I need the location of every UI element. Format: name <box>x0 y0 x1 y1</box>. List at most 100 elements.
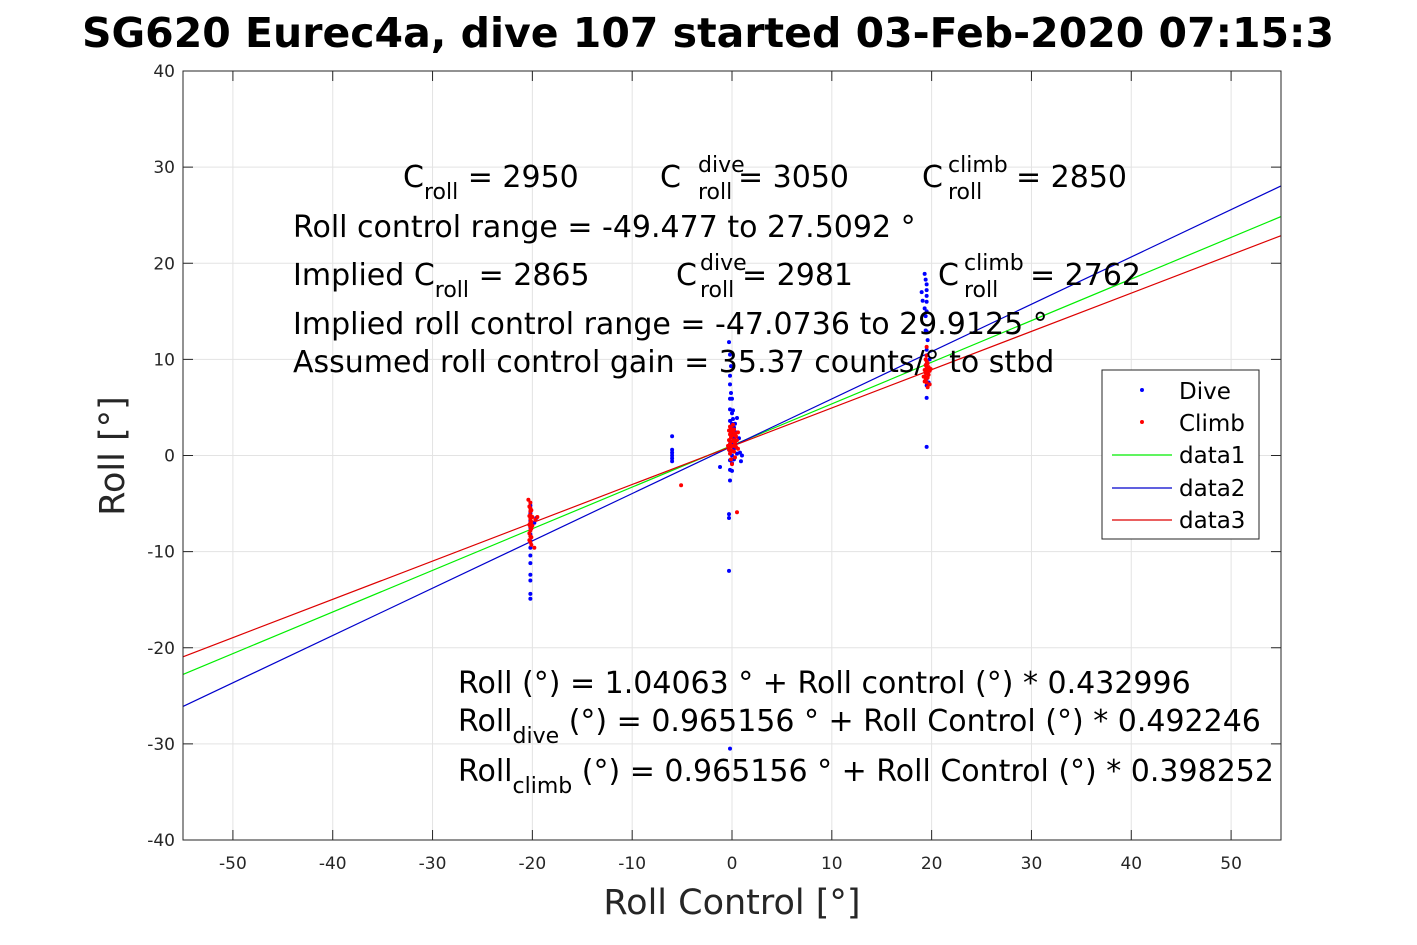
dive-point <box>729 364 734 369</box>
climb-point <box>730 422 735 427</box>
dive-point <box>730 396 734 401</box>
dive-point <box>729 391 734 396</box>
dive-point <box>670 450 675 455</box>
y-tick-label: 0 <box>164 447 175 467</box>
y-tick-label: 10 <box>153 350 175 370</box>
x-axis-label: Roll Control [°] <box>603 883 860 923</box>
y-tick-label: 30 <box>153 158 175 178</box>
dive-point <box>923 277 928 282</box>
c-roll-climb-annotation: C climb roll = 2850 <box>922 145 1127 207</box>
dive-point <box>730 408 735 413</box>
y-axis-label: Roll [°] <box>93 396 133 516</box>
dive-point <box>528 572 533 577</box>
dive-point <box>924 444 929 449</box>
climb-point <box>529 542 534 547</box>
dive-point <box>925 338 930 343</box>
climb-point <box>735 446 740 451</box>
x-tick-label: -10 <box>618 854 646 874</box>
climb-point <box>928 366 933 371</box>
climb-point <box>730 462 734 467</box>
dive-point <box>924 282 929 287</box>
climb-point <box>731 449 736 454</box>
legend-label-data2: data2 <box>1179 476 1245 502</box>
climb-point <box>526 497 531 502</box>
climb-point <box>528 500 533 505</box>
dive-point <box>728 478 733 483</box>
dive-point <box>919 290 924 295</box>
x-tick-label: 20 <box>921 854 943 874</box>
x-tick-label: 50 <box>1220 854 1242 874</box>
y-tick-label: -10 <box>147 543 175 563</box>
x-tick-label: 30 <box>1021 854 1043 874</box>
dive-point <box>924 347 929 352</box>
x-tick-label: -40 <box>319 854 347 874</box>
dive-point <box>728 373 733 378</box>
dive-point <box>738 459 743 464</box>
climb-point <box>529 535 534 540</box>
climb-point <box>729 457 734 462</box>
dive-point <box>728 352 733 357</box>
dive-point <box>670 434 675 439</box>
dive-point <box>727 515 732 520</box>
dive-point <box>924 329 929 334</box>
dive-point <box>670 459 675 464</box>
dive-point <box>728 382 733 387</box>
dive-point <box>718 465 723 470</box>
climb-point <box>924 344 929 349</box>
legend-items: Dive Climb data1 data2 data3 <box>1112 379 1245 534</box>
control-annotations: Croll = 2950 C dive roll = 3050 C climb … <box>293 145 1141 380</box>
dive-point <box>922 271 927 276</box>
data-points <box>526 271 933 751</box>
climb-point <box>533 517 538 522</box>
climb-point <box>921 374 926 379</box>
legend-marker-climb <box>1140 420 1144 424</box>
implied-c-roll-annotation: Implied Croll = 2865 <box>293 258 590 303</box>
climb-point <box>927 382 932 387</box>
roll-control-range-text: Roll control range = -49.477 to 27.5092 … <box>293 210 916 245</box>
chart-title: SG620 Eurec4a, dive 107 started 03-Feb-2… <box>82 9 1334 57</box>
regression-annotations: Roll (°) = 1.04063 ° + Roll control (°) … <box>458 666 1274 799</box>
dive-point <box>739 453 744 458</box>
dive-point <box>528 578 533 583</box>
y-tick-label: 40 <box>153 62 175 82</box>
y-tick-label: -30 <box>147 735 175 755</box>
dive-point <box>528 561 533 566</box>
climb-point <box>925 361 930 366</box>
dive-point <box>728 418 733 423</box>
dive-point <box>924 288 929 293</box>
dive-point <box>670 456 675 461</box>
dive-point <box>727 340 732 345</box>
climb-point <box>726 443 731 448</box>
c-roll-annotation: Croll = 2950 <box>403 160 579 205</box>
dive-point <box>923 314 928 319</box>
dive-point <box>927 357 932 362</box>
dive-point <box>727 512 732 517</box>
dive-point <box>737 450 742 455</box>
implied-c-roll-climb-annotation: C climb roll = 2762 <box>938 243 1141 305</box>
dive-point <box>924 309 929 314</box>
climb-point <box>925 385 930 390</box>
climb-point <box>529 519 534 524</box>
implied-roll-control-range-text: Implied roll control range = -47.0736 to… <box>293 307 1048 342</box>
dive-point <box>730 468 734 473</box>
x-tick-label: 0 <box>727 854 738 874</box>
dive-point <box>924 299 929 304</box>
dive-point <box>528 591 533 596</box>
climb-point <box>734 438 739 443</box>
legend-label-data3: data3 <box>1179 508 1245 534</box>
dive-point <box>920 298 925 303</box>
climb-point <box>532 545 537 550</box>
dive-point <box>528 596 533 601</box>
y-tick-label: -20 <box>147 639 175 659</box>
dive-point <box>924 395 929 400</box>
legend-label-climb: Climb <box>1179 411 1245 437</box>
x-tick-label: -30 <box>419 854 447 874</box>
fit-equation-all: Roll (°) = 1.04063 ° + Roll control (°) … <box>458 666 1191 701</box>
climb-point <box>535 515 540 520</box>
dive-point <box>528 553 533 558</box>
legend-label-dive: Dive <box>1179 379 1231 405</box>
dive-point <box>730 416 735 421</box>
climb-point <box>530 515 535 520</box>
climb-point <box>679 483 684 488</box>
dive-point <box>728 746 733 751</box>
